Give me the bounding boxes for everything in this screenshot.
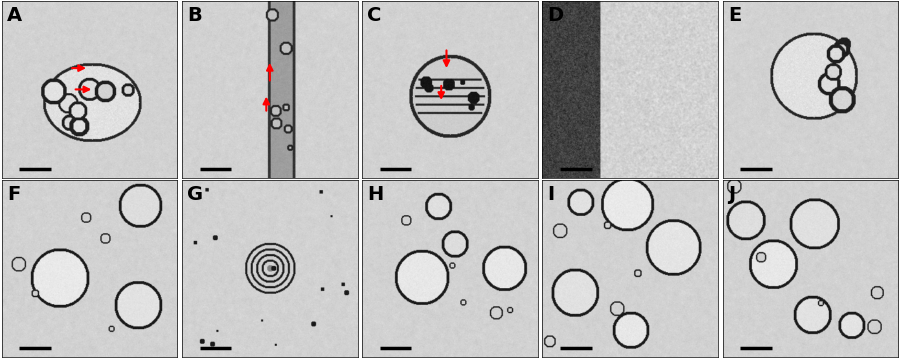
Text: E: E [728, 6, 741, 25]
Text: B: B [187, 6, 202, 25]
Text: G: G [187, 185, 203, 204]
Text: A: A [7, 6, 22, 25]
Text: D: D [547, 6, 563, 25]
Text: H: H [367, 185, 383, 204]
Text: J: J [728, 185, 735, 204]
Text: I: I [547, 185, 554, 204]
Text: F: F [7, 185, 21, 204]
Text: C: C [367, 6, 382, 25]
